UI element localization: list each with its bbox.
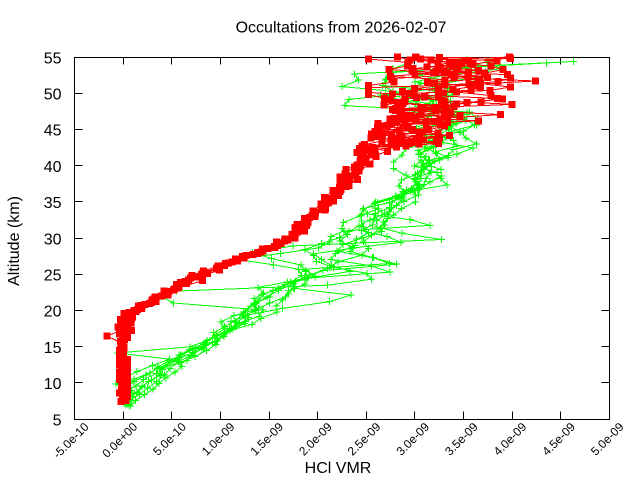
svg-text:10: 10 — [44, 376, 62, 393]
svg-text:Occultations from 2026-02-07: Occultations from 2026-02-07 — [236, 20, 447, 37]
svg-text:15: 15 — [44, 340, 62, 357]
svg-text:25: 25 — [44, 268, 62, 285]
svg-text:30: 30 — [44, 231, 62, 248]
svg-text:45: 45 — [44, 123, 62, 140]
svg-text:HCl VMR: HCl VMR — [305, 460, 372, 477]
svg-text:Altitude (km): Altitude (km) — [6, 196, 23, 286]
svg-text:50: 50 — [44, 87, 62, 104]
svg-text:35: 35 — [44, 195, 62, 212]
svg-text:20: 20 — [44, 304, 62, 321]
svg-text:5: 5 — [53, 412, 62, 429]
svg-text:40: 40 — [44, 159, 62, 176]
svg-text:55: 55 — [44, 50, 62, 67]
